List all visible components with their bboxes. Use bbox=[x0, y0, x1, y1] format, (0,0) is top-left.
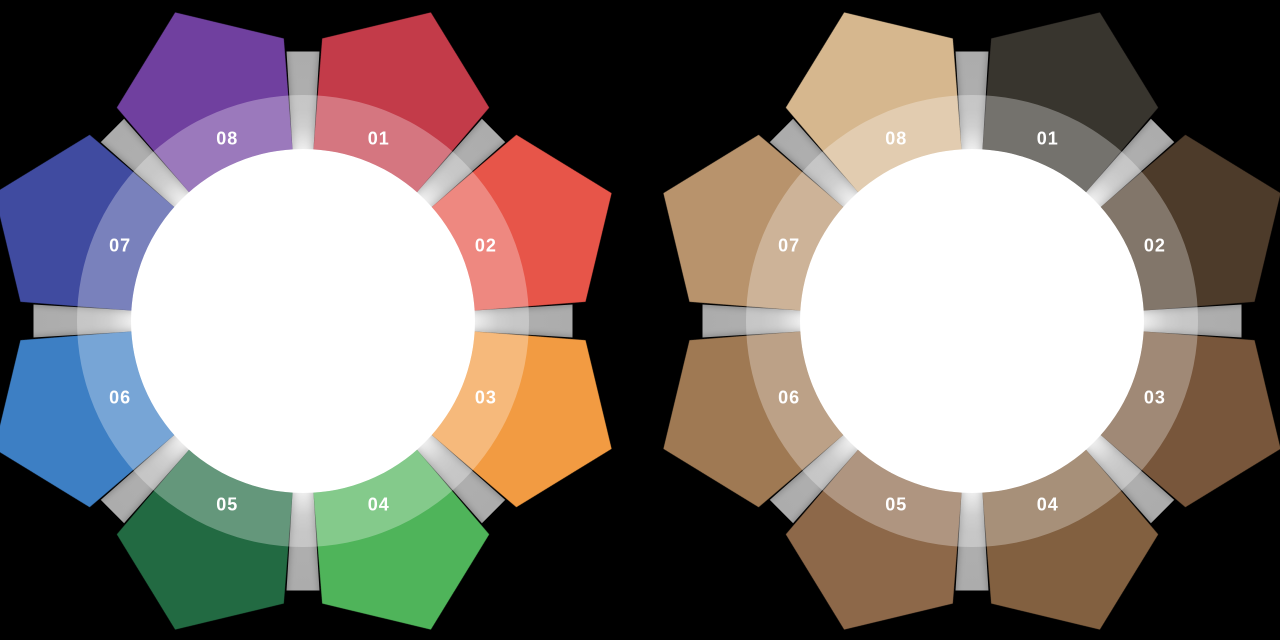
petal-label-color-wheel-06: 06 bbox=[109, 387, 131, 407]
connector-wedge bbox=[1084, 433, 1175, 524]
petal-sepia-wheel-07 bbox=[663, 134, 844, 311]
petal-color-wheel-02 bbox=[431, 134, 612, 311]
connector-wedge bbox=[1084, 118, 1175, 209]
connector-wedge bbox=[33, 304, 134, 338]
petal-sepia-wheel-02 bbox=[1100, 134, 1280, 311]
petal-sepia-wheel-06 bbox=[663, 331, 844, 508]
petal-label-sepia-wheel-01: 01 bbox=[1037, 129, 1059, 149]
connector-wedge bbox=[100, 118, 191, 209]
petal-color-wheel-08 bbox=[116, 12, 293, 193]
petal-label-sepia-wheel-08: 08 bbox=[885, 129, 907, 149]
center-circle bbox=[800, 149, 1144, 493]
connector-wedge bbox=[415, 433, 506, 524]
petal-label-sepia-wheel-03: 03 bbox=[1144, 387, 1166, 407]
wheel-color-wheel: 01 02 03 04 05 06 07 08 bbox=[0, 12, 612, 630]
connector-wedge bbox=[702, 304, 803, 338]
petal-label-sepia-wheel-06: 06 bbox=[778, 387, 800, 407]
connector-wedge bbox=[955, 51, 989, 152]
petal-label-color-wheel-05: 05 bbox=[216, 494, 238, 514]
connector-wedge bbox=[1141, 304, 1242, 338]
connector-wedge bbox=[286, 490, 320, 591]
petal-color-wheel-03 bbox=[431, 331, 612, 508]
center-circle bbox=[131, 149, 475, 493]
petal-label-color-wheel-07: 07 bbox=[109, 236, 131, 256]
petal-label-color-wheel-02: 02 bbox=[475, 236, 497, 256]
petal-label-sepia-wheel-05: 05 bbox=[885, 494, 907, 514]
petal-label-sepia-wheel-07: 07 bbox=[778, 236, 800, 256]
petal-label-sepia-wheel-04: 04 bbox=[1037, 494, 1059, 514]
petal-label-color-wheel-08: 08 bbox=[216, 129, 238, 149]
petal-label-color-wheel-04: 04 bbox=[368, 494, 390, 514]
petal-color-wheel-01 bbox=[313, 12, 490, 193]
connector-wedge bbox=[100, 433, 191, 524]
petal-label-color-wheel-01: 01 bbox=[368, 129, 390, 149]
petal-sepia-wheel-08 bbox=[785, 12, 962, 193]
connector-wedge bbox=[769, 433, 860, 524]
petal-label-color-wheel-03: 03 bbox=[475, 387, 497, 407]
petal-sepia-wheel-03 bbox=[1100, 331, 1280, 508]
petal-color-wheel-07 bbox=[0, 134, 175, 311]
petal-sepia-wheel-01 bbox=[982, 12, 1159, 193]
wheel-sepia-wheel: 01 02 03 04 05 06 07 08 bbox=[663, 12, 1280, 630]
connector-wedge bbox=[415, 118, 506, 209]
petal-sepia-wheel-05 bbox=[785, 449, 962, 630]
connector-wedge bbox=[286, 51, 320, 152]
connector-wedge bbox=[472, 304, 573, 338]
petal-sepia-wheel-04 bbox=[982, 449, 1159, 630]
connector-wedge bbox=[955, 490, 989, 591]
petal-color-wheel-04 bbox=[313, 449, 490, 630]
petal-color-wheel-05 bbox=[116, 449, 293, 630]
petal-label-sepia-wheel-02: 02 bbox=[1144, 236, 1166, 256]
petal-color-wheel-06 bbox=[0, 331, 175, 508]
connector-wedge bbox=[769, 118, 860, 209]
